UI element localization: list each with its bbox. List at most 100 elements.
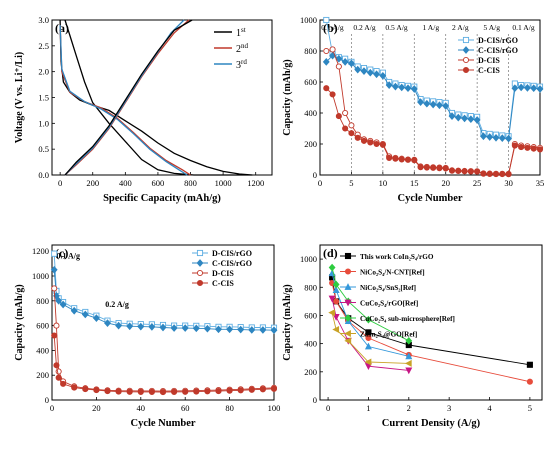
data-point [51,332,58,339]
y-tick-label: 800 [304,282,317,292]
plot-frame [319,244,543,401]
data-point [237,387,244,394]
data-point [335,63,342,70]
data-point [332,286,340,293]
data-point [423,99,431,108]
plot-frame [51,244,275,401]
data-point [524,144,531,151]
data-point [93,387,100,394]
y-tick-label: 600 [304,310,317,320]
data-point [436,165,443,172]
legend-label: C-CIS [212,279,234,288]
legend-label: 3rd [236,58,247,71]
y-tick-label: 200 [36,370,49,380]
data-point [461,168,468,175]
data-point [524,84,531,92]
x-tick-label: 200 [86,178,99,188]
x-axis-label: Current Density (A/g) [382,418,481,429]
data-point [405,367,413,375]
data-point [530,84,538,93]
y-tick-label: 800 [304,46,317,56]
legend-label-sup: st [241,26,246,34]
x-tick-label: 2 [407,403,411,413]
x-tick-label: 3 [447,403,451,413]
data-point [486,170,493,177]
legend-label: D-CIS/rGO [212,249,252,258]
panel-label: (b) [323,21,338,35]
data-point [53,362,60,369]
data-point [480,170,487,177]
chart-panel-1: 0 5 10 15 20 25 30 35 0 200 400 600 800 1000 Cycle Num… [282,15,544,204]
x-tick-label: 1 [366,403,370,413]
x-tick-label: 35 [536,178,545,188]
data-point [159,323,167,332]
panel-label: (c) [55,246,68,260]
data-point [492,171,500,178]
data-point [82,386,89,393]
rate-label: 5 A/g [483,23,500,32]
legend-label: NiCo₂S₄/SnS₂[Ref] [360,284,416,292]
data-point [392,82,399,91]
data-point [226,387,233,394]
data-point [335,113,342,120]
y-tick-label: 600 [36,321,49,331]
legend-label: 1st [236,26,246,39]
data-point [385,81,393,89]
data-point [404,359,412,367]
data-point [192,324,200,333]
data-point [398,156,405,163]
y-tick-label: 1000 [300,254,317,264]
y-tick-label: 1000 [32,271,49,281]
data-point [348,122,355,129]
annotation-label: 0.2 A/g [105,300,129,309]
data-point [511,84,519,93]
legend-label: ZnIn₂S₄@GO[Ref] [360,331,417,339]
data-point [373,140,380,148]
data-point [115,321,123,330]
data-point [323,47,330,55]
data-point [328,295,336,303]
legend-marker [462,46,470,54]
legend-label: CuCo₂S₄/rGO[Ref] [360,300,418,308]
data-point [405,352,413,360]
data-point [505,134,512,143]
data-point [60,380,67,387]
data-point [517,83,525,92]
x-tick-label: 0 [58,178,62,188]
y-axis-label: Capacity (mAh/g) [282,284,293,360]
data-point [454,113,462,122]
legend-marker [462,56,470,64]
y-tick-label: 800 [36,296,49,306]
legend-marker [196,259,204,267]
data-point [417,98,424,107]
legend-label-sup: nd [241,42,249,50]
data-point [333,298,340,305]
y-tick-label: 2.0 [38,67,49,77]
y-tick-label: 1.0 [38,118,49,128]
data-point [442,165,449,172]
rate-label: 0.1 A/g [321,23,344,32]
data-point [115,388,122,395]
legend-marker [196,249,204,257]
legend-label-main: 3 [236,60,241,71]
data-point [328,263,336,272]
y-tick-label: 0 [313,395,317,405]
data-point [365,315,372,324]
data-point [81,310,89,319]
annotation-label: 0.1 A/g [56,252,80,261]
data-point [360,137,368,144]
data-point [237,325,245,334]
x-tick-label: 5 [349,178,353,188]
data-point [203,324,211,333]
x-tick-label: 0 [326,403,330,413]
x-tick-label: 0 [318,178,322,188]
data-point [104,388,111,395]
y-tick-label: 200 [304,367,317,377]
data-point [181,324,189,332]
data-point [341,57,349,66]
data-point [467,115,475,124]
y-axis-label: Voltage (V vs. Li⁺/Li) [14,52,25,143]
data-point [259,326,267,334]
chart-panel-3: 0 1 2 3 4 5 0 200 400 600 800 1000 Current Density (… [282,244,543,429]
